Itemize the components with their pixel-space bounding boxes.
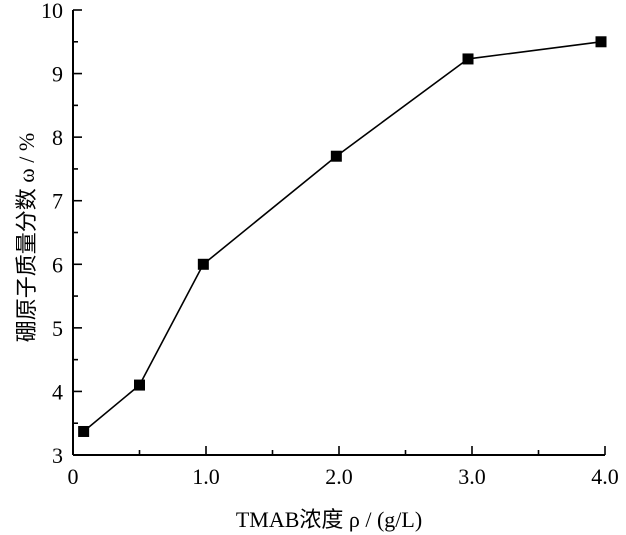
data-point — [330, 150, 342, 162]
x-tick-label: 0 — [68, 464, 79, 489]
y-ticks: 3 4 5 6 7 8 9 10 — [41, 0, 82, 468]
y-tick-label: 9 — [52, 62, 63, 87]
x-tick-label: 4.0 — [591, 464, 619, 489]
y-tick-label: 7 — [52, 189, 63, 214]
y-tick-label: 5 — [52, 316, 63, 341]
x-axis-title: TMAB浓度 ρ / (g/L) — [236, 507, 422, 532]
data-point — [462, 53, 474, 65]
y-tick-label: 4 — [52, 379, 63, 404]
x-tick-label: 3.0 — [458, 464, 486, 489]
x-tick-label: 1.0 — [192, 464, 220, 489]
series-line — [83, 41, 602, 433]
y-tick-label: 10 — [41, 0, 63, 23]
data-point — [595, 36, 607, 48]
y-axis-title: 硼原子质量分数 ω / % — [14, 133, 39, 342]
data-point — [134, 379, 145, 391]
x-ticks: 0 1.0 2.0 3.0 4.0 — [68, 446, 619, 489]
series-layer — [78, 36, 607, 437]
y-tick-label: 8 — [52, 125, 63, 150]
x-tick-label: 2.0 — [325, 464, 353, 489]
axes — [72, 10, 605, 456]
data-point — [197, 258, 209, 270]
data-point — [78, 425, 90, 437]
y-tick-label: 6 — [52, 252, 63, 277]
y-tick-label: 3 — [52, 443, 63, 468]
